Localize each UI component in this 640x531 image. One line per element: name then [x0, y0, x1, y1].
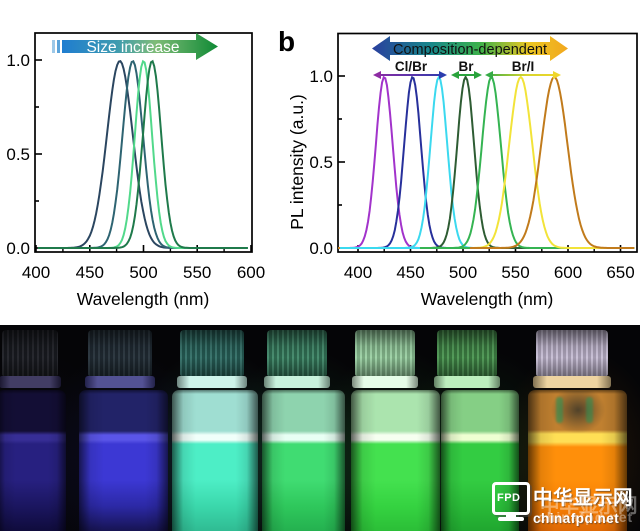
svg-text:1.0: 1.0 — [309, 67, 333, 86]
svg-text:Br: Br — [458, 59, 474, 74]
svg-text:0.0: 0.0 — [6, 239, 30, 258]
svg-text:Cl/Br: Cl/Br — [395, 59, 428, 74]
svg-text:450: 450 — [396, 263, 424, 282]
svg-text:400: 400 — [22, 263, 50, 282]
svg-text:Wavelength (nm): Wavelength (nm) — [421, 289, 554, 309]
svg-text:b: b — [278, 26, 295, 57]
svg-text:600: 600 — [554, 263, 582, 282]
svg-text:400: 400 — [344, 263, 372, 282]
svg-text:0.0: 0.0 — [309, 239, 333, 258]
svg-text:0.5: 0.5 — [6, 145, 30, 164]
svg-text:550: 550 — [501, 263, 529, 282]
svg-text:PL intensity (a.u.): PL intensity (a.u.) — [287, 94, 307, 230]
svg-text:550: 550 — [183, 263, 211, 282]
svg-text:1.0: 1.0 — [6, 51, 30, 70]
svg-text:500: 500 — [449, 263, 477, 282]
svg-text:Wavelength (nm): Wavelength (nm) — [77, 289, 210, 309]
svg-text:Size increase: Size increase — [86, 39, 179, 56]
svg-text:0.5: 0.5 — [309, 153, 333, 172]
svg-text:600: 600 — [237, 263, 265, 282]
svg-text:Br/I: Br/I — [512, 59, 535, 74]
svg-text:Composition-dependent: Composition-dependent — [393, 42, 547, 58]
svg-text:650: 650 — [606, 263, 634, 282]
svg-text:450: 450 — [76, 263, 104, 282]
svg-text:500: 500 — [129, 263, 157, 282]
